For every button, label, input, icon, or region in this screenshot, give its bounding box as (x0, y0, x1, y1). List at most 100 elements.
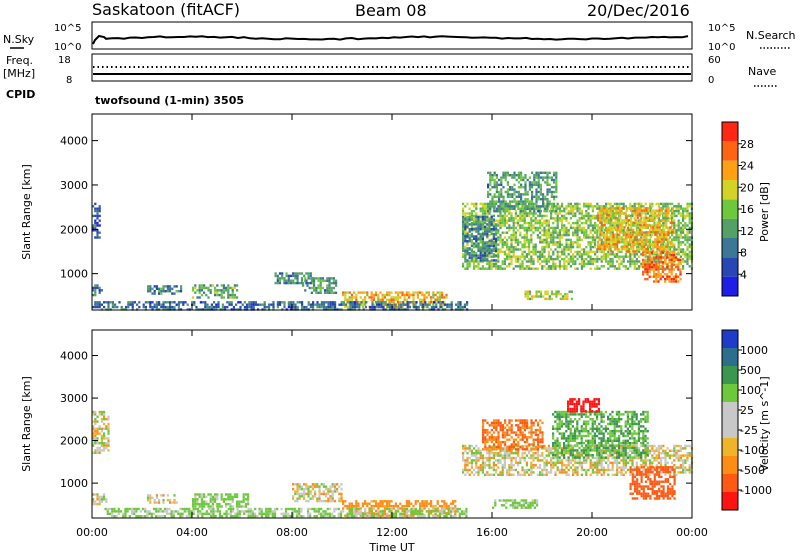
echo-cell (381, 514, 384, 517)
echo-cell (296, 277, 299, 280)
echo-cell (670, 258, 673, 262)
echo-cell (555, 181, 558, 184)
echo-cell (463, 512, 466, 515)
echo-cell (313, 507, 316, 511)
echo-cell (163, 507, 167, 511)
echo-cell (150, 512, 153, 515)
echo-cell (651, 212, 654, 215)
echo-cell (547, 253, 550, 256)
echo-cell (667, 231, 670, 234)
echo-cell (627, 255, 630, 258)
echo-cell (668, 248, 671, 251)
echo-cell (526, 178, 529, 182)
echo-cell (544, 292, 547, 296)
echo-cell (214, 493, 217, 496)
echo-cell (289, 507, 292, 511)
echo-cell (166, 287, 169, 290)
echo-cell (392, 507, 395, 510)
echo-cell (657, 219, 660, 222)
echo-cell (353, 305, 356, 309)
echo-cell (499, 221, 502, 225)
echo-cell (662, 221, 665, 225)
echo-cell (201, 512, 204, 515)
echo-cell (227, 291, 230, 294)
echo-cell (679, 250, 682, 254)
echo-cell (625, 231, 628, 234)
echo-cell (356, 303, 359, 306)
echo-cell (679, 248, 682, 251)
echo-cell (151, 496, 154, 499)
echo-cell (514, 231, 517, 234)
echo-cell (578, 219, 581, 222)
echo-cell (656, 240, 659, 244)
echo-cell (317, 291, 320, 294)
echo-cell (596, 236, 599, 239)
echo-cell (556, 214, 559, 218)
echo-cell (473, 250, 476, 254)
echo-cell (94, 221, 97, 225)
echo-cell (462, 240, 465, 243)
echo-cell (576, 245, 579, 249)
echo-cell (619, 211, 622, 215)
echo-cell (159, 510, 162, 513)
echo-cell (684, 238, 687, 242)
echo-cell (204, 305, 207, 309)
echo-cell (489, 176, 492, 179)
echo-cell (599, 214, 602, 217)
echo-cell (543, 221, 546, 225)
echo-cell (437, 301, 440, 304)
echo-cell (434, 301, 437, 304)
echo-cell (587, 219, 590, 222)
echo-cell (627, 226, 630, 230)
echo-cell (635, 236, 638, 239)
echo-cell (629, 257, 632, 261)
echo-cell (543, 219, 546, 222)
echo-cell (682, 214, 685, 218)
echo-cell (488, 243, 491, 246)
echo-cell (528, 238, 531, 242)
echo-cell (329, 495, 332, 498)
echo-cell (646, 251, 649, 254)
noise-panel-frame (91, 21, 693, 50)
echo-cell (614, 240, 617, 244)
echo-cell (229, 510, 233, 513)
echo-cell (539, 295, 543, 298)
echo-cell (497, 214, 500, 218)
echo-cell (492, 242, 495, 245)
echo-cell (635, 267, 638, 270)
echo-cell (344, 293, 347, 297)
echo-cell (583, 231, 586, 234)
echo-cell (599, 209, 602, 212)
echo-cell (370, 500, 373, 503)
echo-cell (92, 442, 95, 445)
echo-cell (621, 211, 624, 215)
echo-cell (653, 265, 656, 269)
echo-cell (481, 216, 484, 219)
echo-cell (492, 224, 495, 227)
echo-cell (616, 228, 619, 232)
echo-cell (605, 212, 608, 215)
echo-cell (495, 186, 498, 189)
echo-cell (624, 267, 627, 270)
echo-cell (283, 305, 286, 309)
echo-cell (500, 181, 503, 184)
freq-unit-label: [MHz] (3, 67, 35, 80)
echo-cell (574, 214, 577, 218)
echo-cell (553, 171, 556, 174)
echo-cell (656, 209, 659, 212)
echo-cell (510, 243, 513, 246)
echo-cell (654, 226, 657, 229)
echo-cell (580, 221, 583, 225)
echo-cell (545, 267, 548, 270)
echo-cell (405, 515, 409, 518)
echo-cell (98, 291, 101, 294)
echo-cell (612, 235, 615, 239)
echo-cell (686, 229, 689, 232)
echo-cell (558, 205, 561, 208)
echo-cell (332, 279, 335, 282)
echo-cell (591, 214, 594, 218)
echo-cell (292, 272, 295, 275)
echo-cell (565, 217, 568, 220)
echo-cell (569, 224, 572, 227)
echo-cell (616, 224, 619, 227)
